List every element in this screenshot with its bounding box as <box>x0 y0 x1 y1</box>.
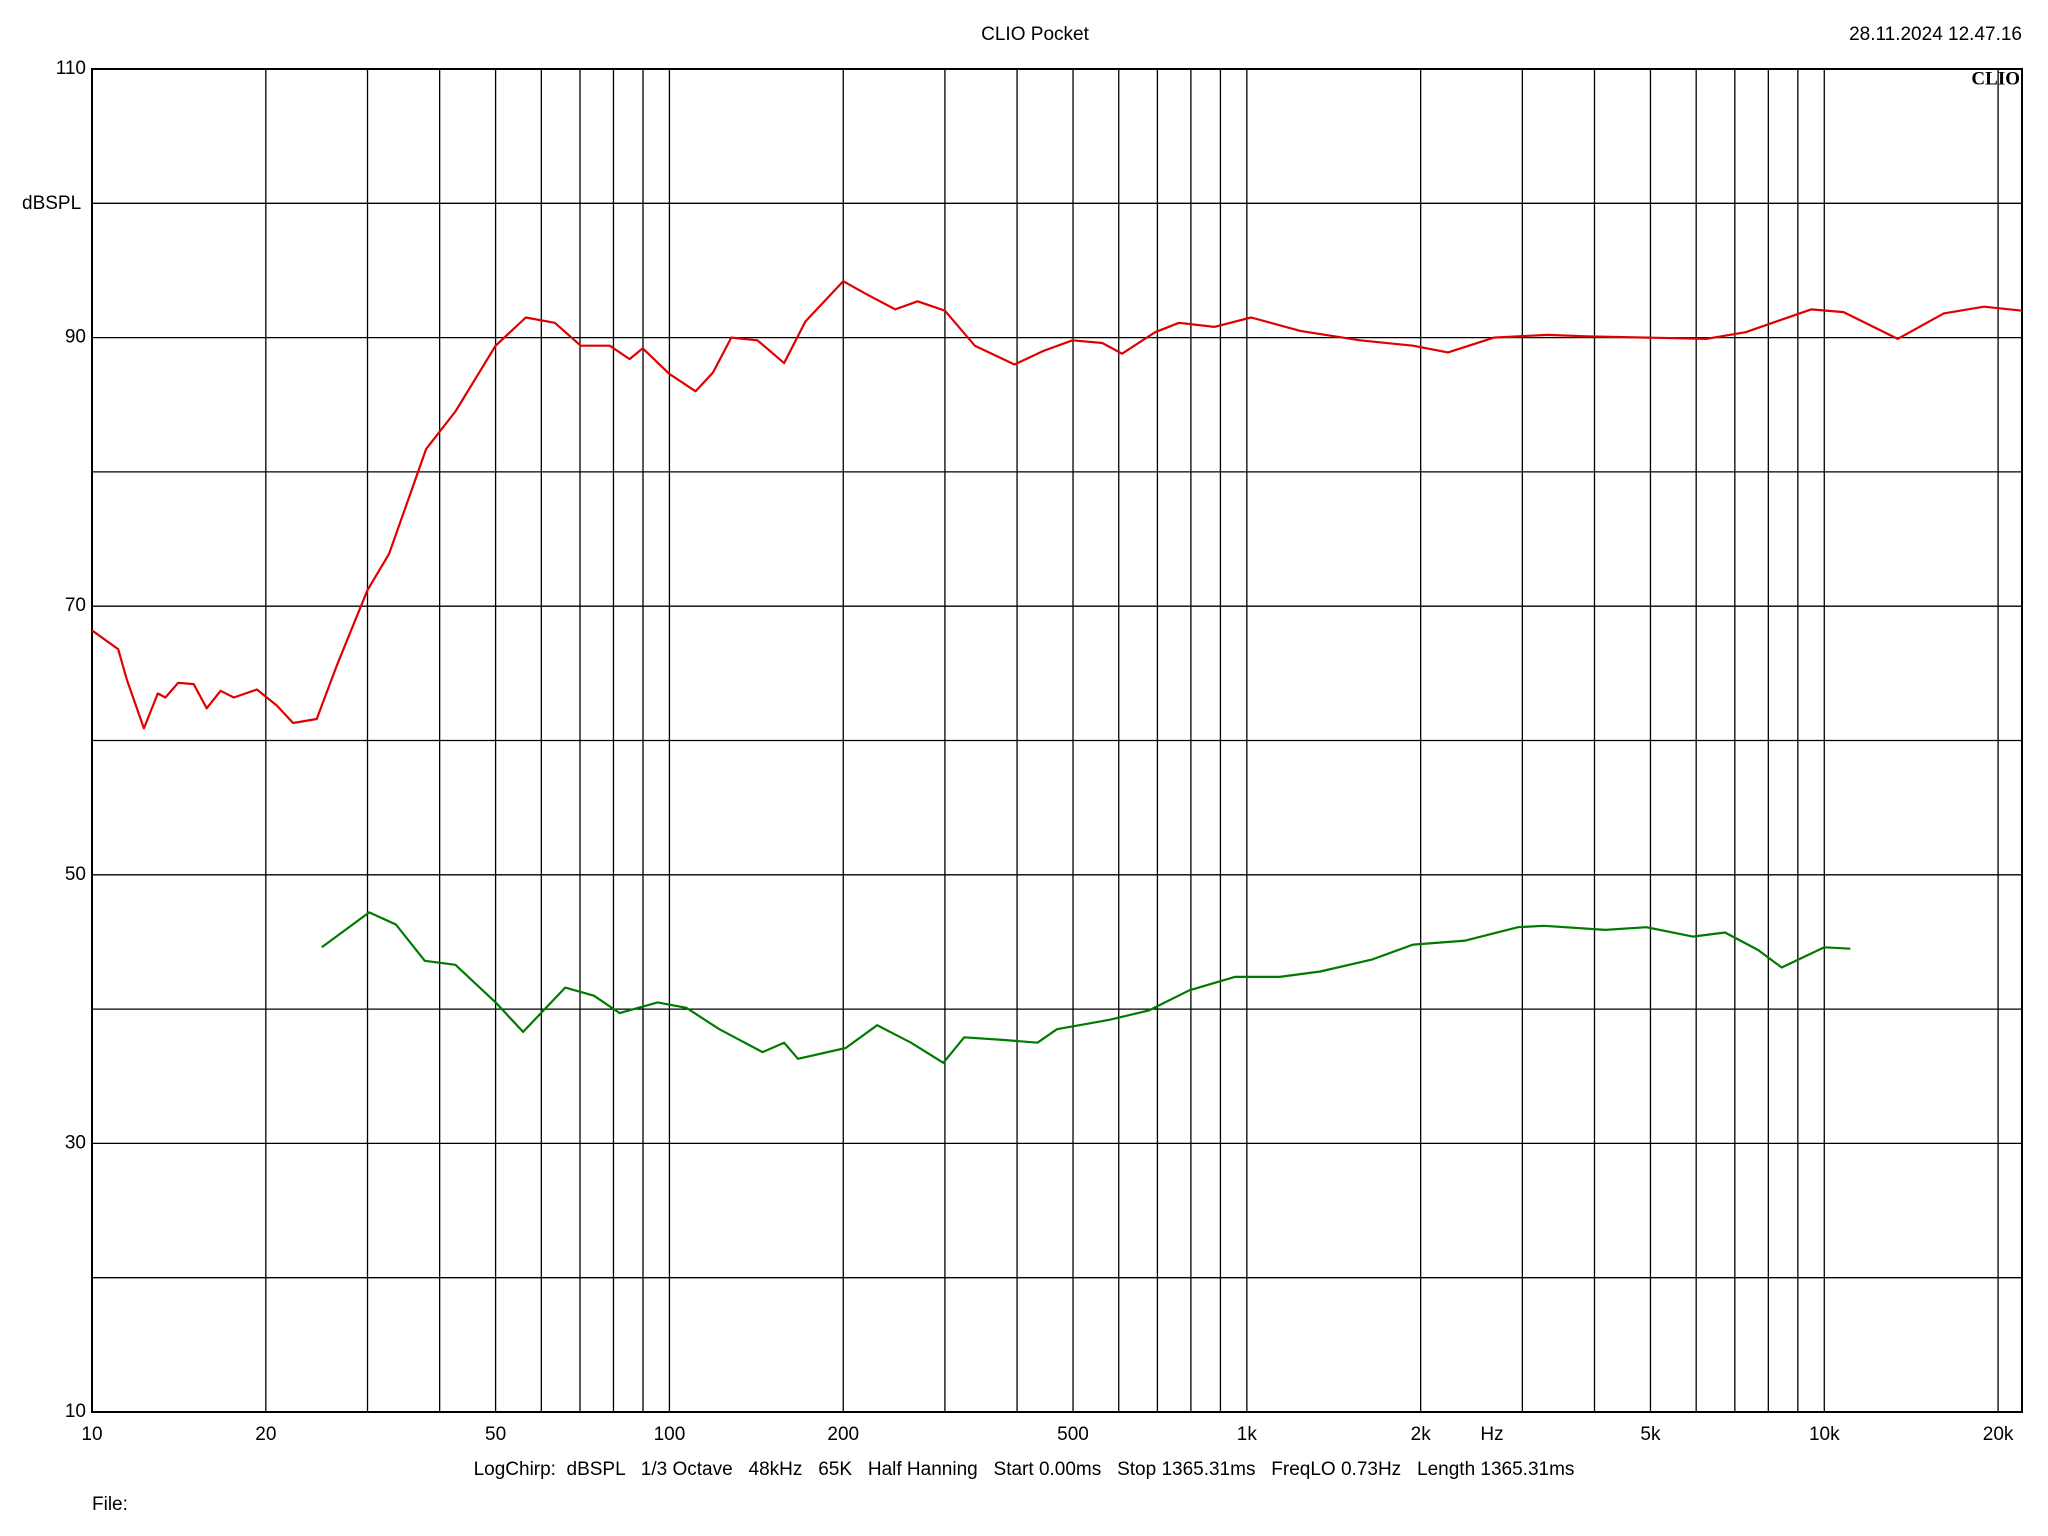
x-tick-label: 20k <box>1983 1424 2014 1445</box>
y-tick-label: 110 <box>56 58 86 79</box>
settings-footer: LogChirp: dBSPL 1/3 Octave 48kHz 65K Hal… <box>473 1459 1575 1480</box>
y-tick-label: 10 <box>65 1401 86 1422</box>
x-tick-label: 100 <box>654 1424 686 1445</box>
x-tick-label: 20 <box>255 1424 276 1445</box>
logo: CLIO <box>1971 68 2020 89</box>
x-tick-label: 50 <box>485 1424 506 1445</box>
response-curve <box>91 280 2023 730</box>
chart-title: CLIO Pocket <box>981 24 1089 45</box>
response-curve <box>321 911 1851 1064</box>
x-tick-label: 2k <box>1411 1424 1432 1445</box>
y-tick-label: 30 <box>65 1132 86 1153</box>
y-tick-label: 50 <box>65 864 86 885</box>
x-tick-label: 500 <box>1057 1424 1089 1445</box>
y-axis-label: dBSPL <box>22 193 81 214</box>
x-tick-label: 200 <box>827 1424 859 1445</box>
y-tick-label: 90 <box>65 327 86 348</box>
file-label: File: <box>92 1494 128 1515</box>
x-tick-label: 1k <box>1237 1424 1258 1445</box>
y-tick-label: 70 <box>65 595 86 616</box>
x-tick-label: 10 <box>81 1424 102 1445</box>
x-tick-label: 5k <box>1640 1424 1661 1445</box>
plot-frame <box>91 68 2023 1413</box>
timestamp: 28.11.2024 12.47.16 <box>1849 24 2022 45</box>
x-axis-label: Hz <box>1480 1424 1503 1445</box>
x-tick-label: 10k <box>1809 1424 1840 1445</box>
